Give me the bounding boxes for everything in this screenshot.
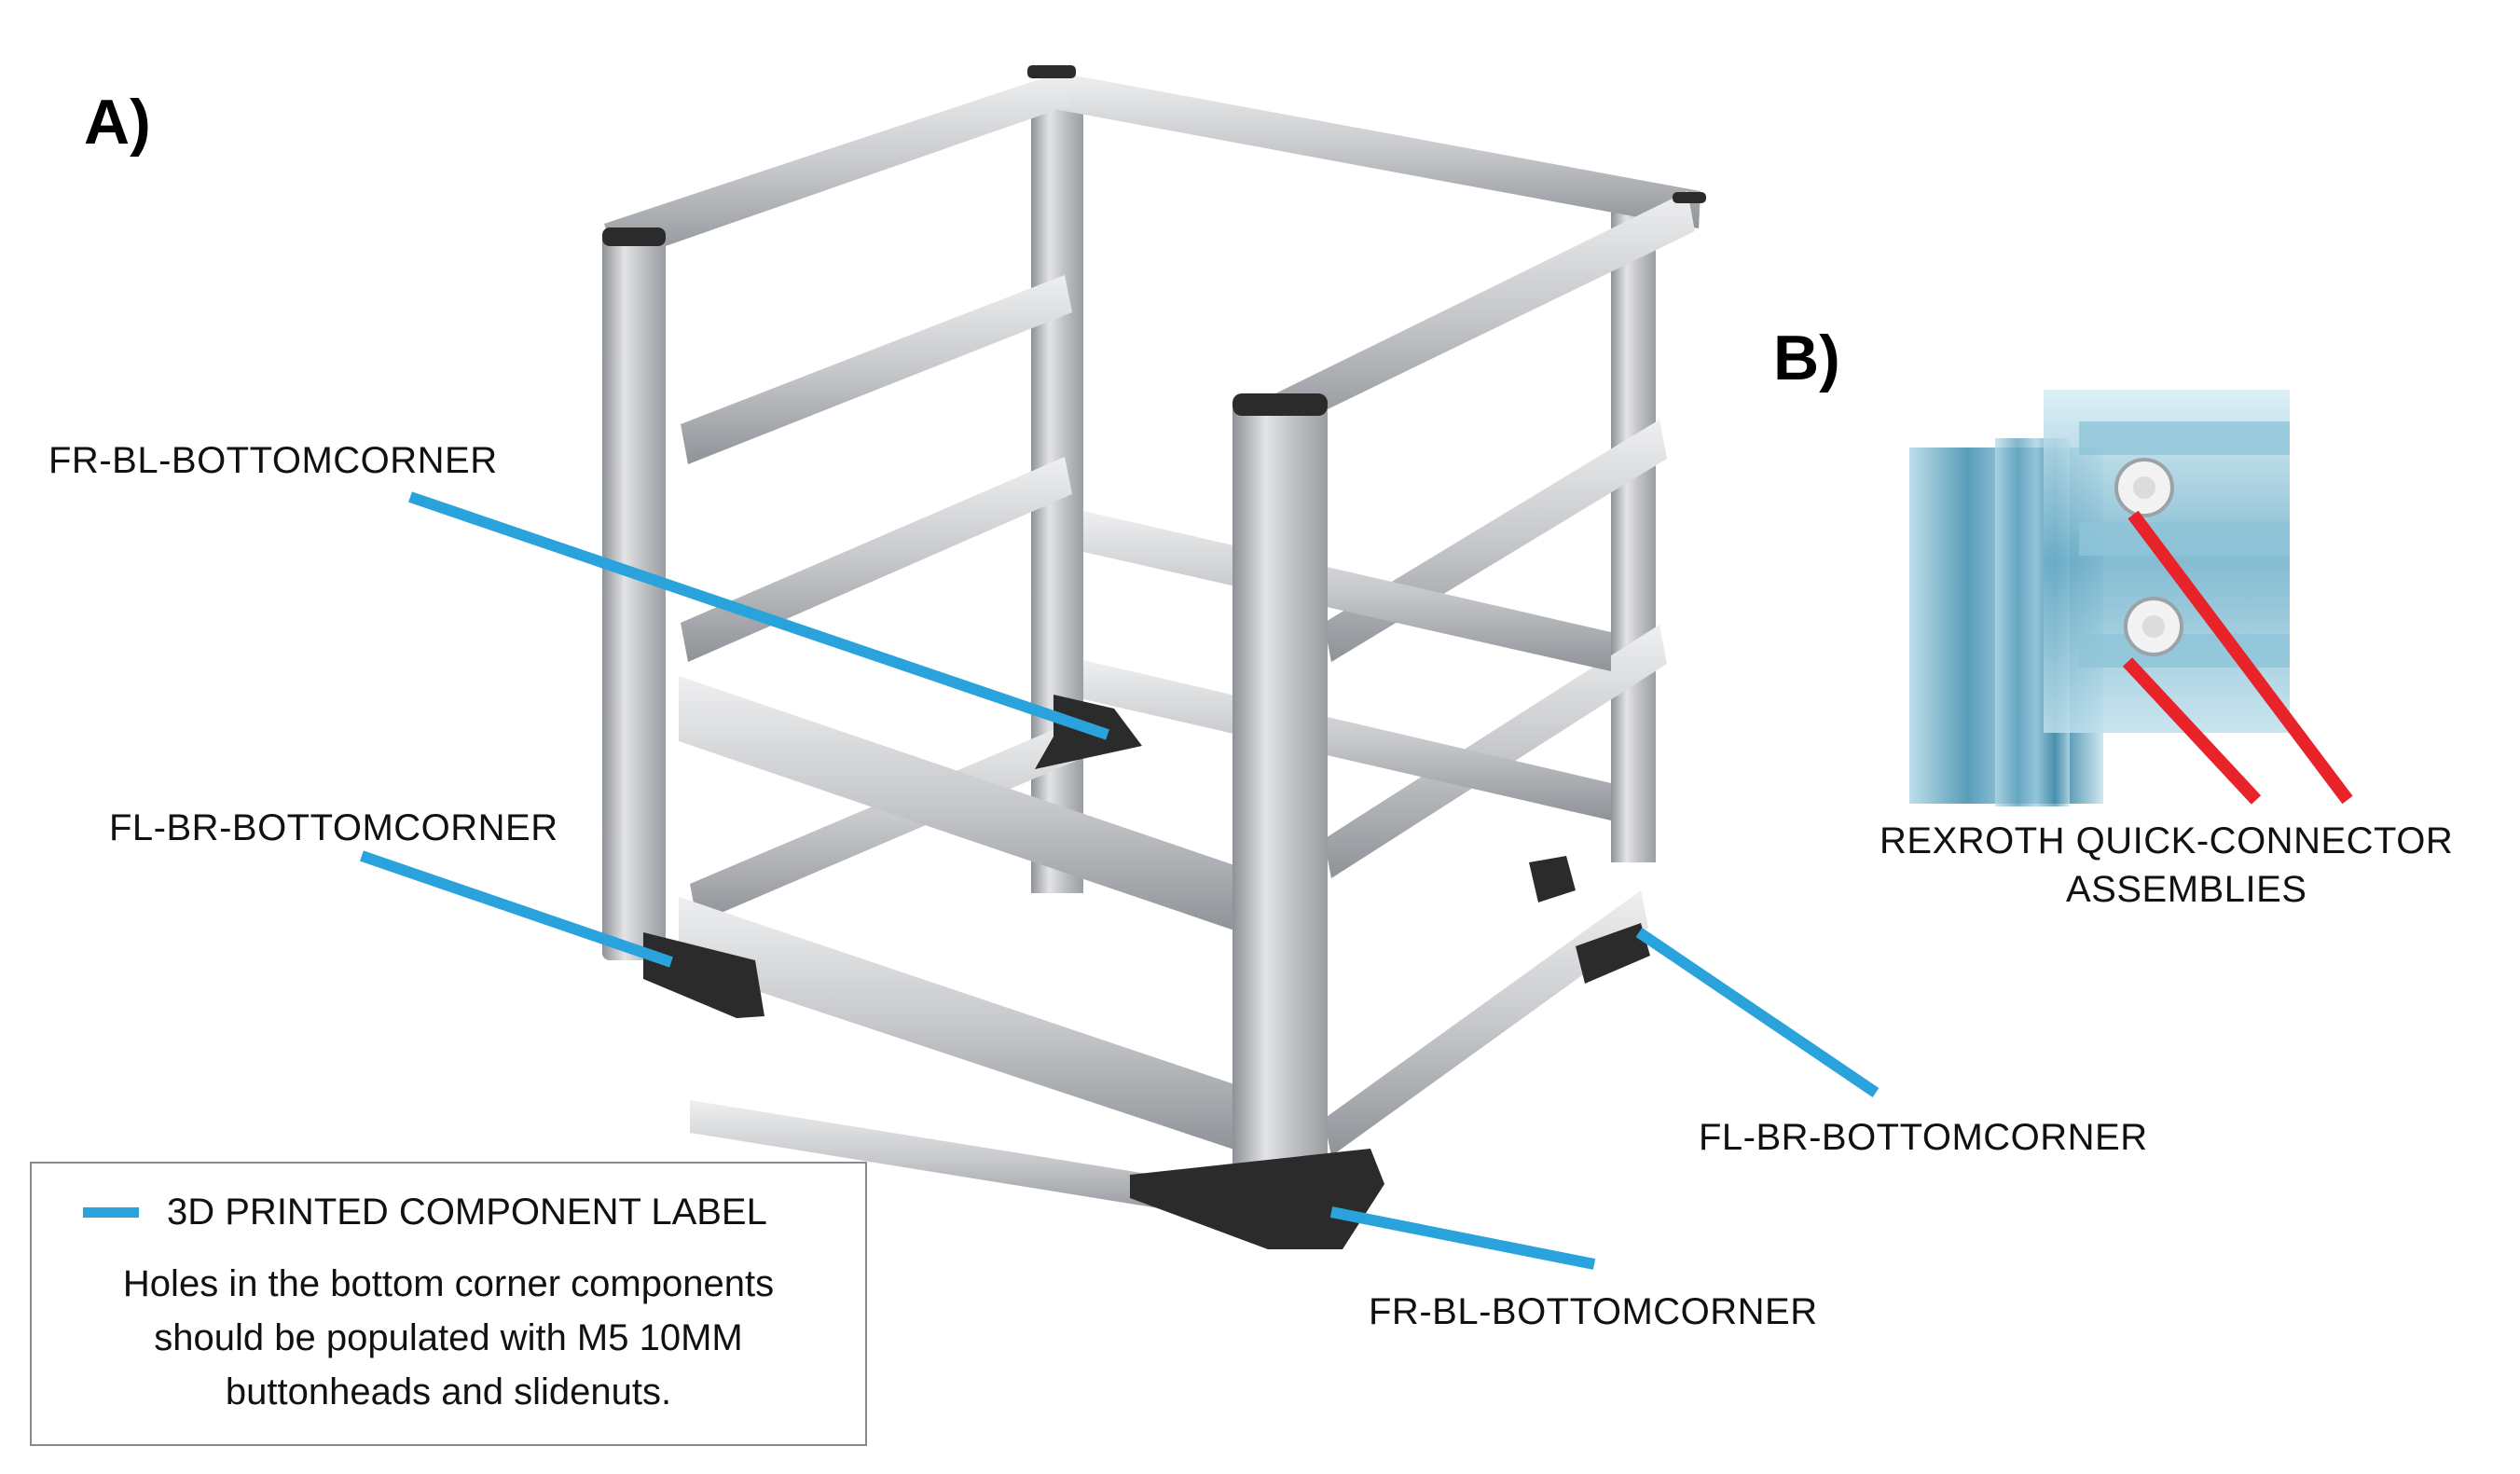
post-front-left [602, 233, 666, 960]
legend-note-line: Holes in the bottom corner components [122, 1263, 775, 1304]
rail-top-back [1059, 73, 1701, 228]
leader-fr-bl-bottom [1329, 1206, 1596, 1270]
callout-fr-bl-bottom: FR-BL-BOTTOMCORNER [1369, 1291, 1818, 1332]
printed-corner-right [1529, 856, 1576, 902]
callout-fl-br-left: FL-BR-BOTTOMCORNER [109, 807, 558, 848]
legend-note-line: should be populated with M5 10MM [154, 1317, 743, 1358]
callout-rexroth-line2: ASSEMBLIES [2066, 869, 2307, 910]
legend-note-line: buttonheads and slidenuts. [225, 1371, 672, 1412]
rail-top-right [1260, 191, 1695, 438]
panel-label-b: B) [1773, 323, 1840, 393]
rail-right-4 [1324, 890, 1648, 1156]
post-back-right [1611, 210, 1656, 862]
rail-back-low [1083, 660, 1611, 820]
blue-label-swatch [83, 1207, 139, 1218]
callout-fr-bl-top: FR-BL-BOTTOMCORNER [48, 440, 498, 481]
post-front-right [1232, 399, 1328, 1219]
leader-connector-lower [2122, 657, 2262, 805]
rail-top-left [604, 73, 1072, 263]
rail-front-upper [679, 676, 1240, 932]
leader-fl-br-left [360, 850, 673, 968]
component-callout-lines [360, 491, 1880, 1270]
legend-title: 3D PRINTED COMPONENT LABEL [167, 1192, 767, 1233]
legend-note: Holes in the bottom corner components sh… [50, 1257, 847, 1419]
connector-closeup [1909, 390, 2290, 806]
rail-front-bottom [690, 1100, 1240, 1221]
rail-front-lower [679, 897, 1240, 1151]
leader-fl-br-right [1635, 928, 1880, 1097]
rail-back-mid [1083, 511, 1611, 671]
connector-callout-lines [2122, 510, 2353, 805]
panel-label-a: A) [84, 87, 151, 158]
printed-corner-front [1130, 1149, 1384, 1249]
leader-fr-bl-top [408, 491, 1109, 740]
legend-entry: 3D PRINTED COMPONENT LABEL [83, 1192, 767, 1233]
aluminium-frame [602, 65, 1706, 1249]
printed-corner-right-front [1576, 923, 1650, 984]
leader-connector-upper [2128, 510, 2353, 805]
callout-fl-br-right: FL-BR-BOTTOMCORNER [1699, 1117, 2148, 1158]
rail-right-3 [1324, 625, 1667, 878]
legend-box: 3D PRINTED COMPONENT LABEL Holes in the … [30, 1162, 867, 1446]
rail-left-4 [690, 718, 1089, 923]
rail-left-3 [681, 457, 1072, 662]
callout-rexroth-line1: REXROTH QUICK-CONNECTOR [1880, 820, 2454, 861]
printed-corner-left [643, 932, 764, 1018]
rail-left-2 [681, 275, 1072, 464]
